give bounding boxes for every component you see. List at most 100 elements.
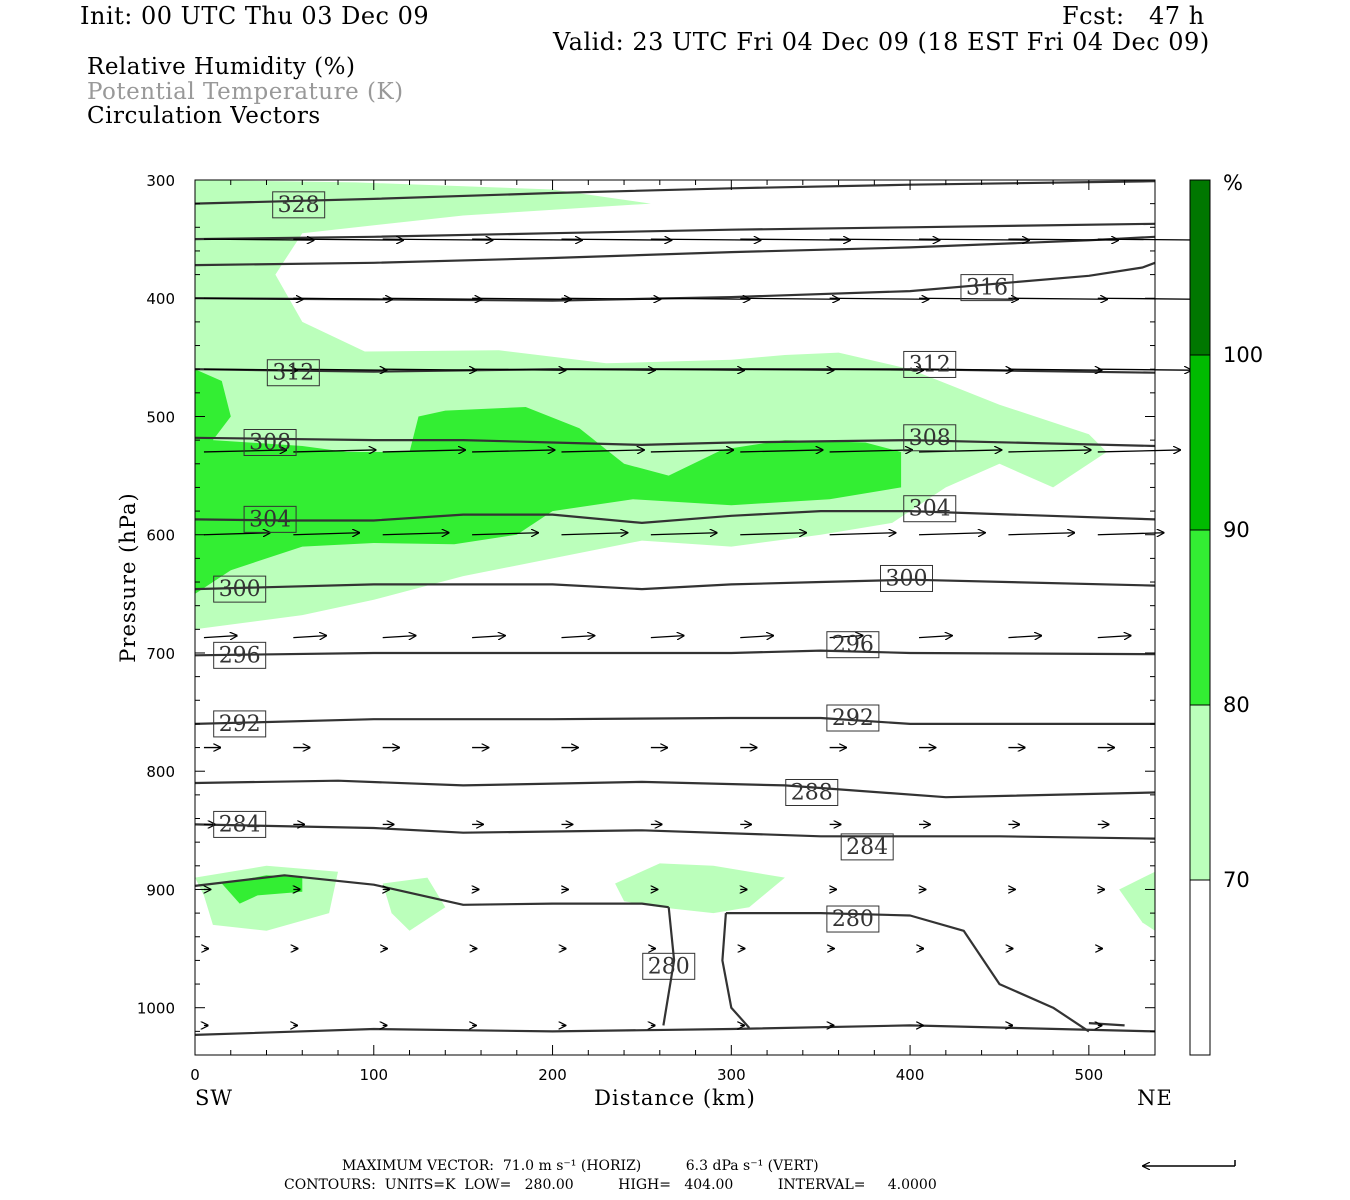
- wind-vector: [382, 369, 477, 370]
- theta-contour-280: [725, 912, 1090, 1033]
- max-vector-note: MAXIMUM VECTOR: 71.0 m s⁻¹ (HORIZ) 6.3 d…: [342, 1158, 819, 1174]
- contour-label: 304: [249, 507, 291, 532]
- wind-vector: [1008, 298, 1107, 299]
- contour-label-box: [826, 704, 880, 732]
- wind-vector: [650, 636, 684, 638]
- wind-vector: [203, 533, 270, 535]
- wind-vector: [561, 369, 655, 370]
- y-tick-label: 500: [146, 408, 175, 426]
- wind-vector: [740, 298, 839, 299]
- y-tick-label: 600: [146, 527, 175, 545]
- contour-label-box: [243, 429, 297, 456]
- colorbar-segment: [1189, 354, 1211, 531]
- wind-vector: [829, 450, 913, 452]
- wind-vector: [293, 533, 359, 535]
- wind-vector: [1008, 369, 1102, 370]
- contour-label-box: [903, 495, 957, 523]
- colorbar-label: 100: [1223, 343, 1263, 367]
- wind-vector: [829, 369, 924, 370]
- y-tick-label: 400: [146, 290, 175, 308]
- wind-vector: [293, 298, 392, 299]
- wind-vector: [919, 450, 1002, 452]
- contour-label: 304: [909, 497, 951, 522]
- rh-fill-layer: [195, 180, 1155, 931]
- wind-vector: [1008, 636, 1041, 638]
- contour-label: 312: [909, 352, 951, 377]
- wind-vector: [382, 298, 482, 299]
- wind-vector: [740, 533, 806, 535]
- colorbar-segment: [1189, 179, 1211, 356]
- wind-vector: [1008, 450, 1091, 452]
- y-axis-title: Pressure (hPa): [116, 492, 140, 662]
- y-tick-label: 900: [146, 881, 175, 899]
- wind-vector: [650, 450, 734, 452]
- contour-label: 280: [648, 954, 690, 979]
- wind-vector: [650, 239, 761, 240]
- theta-contour-296: [194, 649, 1156, 657]
- wind-vector: [919, 298, 1018, 299]
- x-tick-label: 100: [359, 1066, 388, 1084]
- contour-label-box: [213, 710, 267, 738]
- field-label-vectors: Circulation Vectors: [87, 103, 321, 129]
- wind-vector: [203, 369, 297, 370]
- x-tick-label: 0: [190, 1066, 200, 1084]
- wind-vector: [472, 450, 555, 452]
- wind-vector: [650, 298, 750, 299]
- colorbar: % 100 90 80 70: [1189, 171, 1263, 1056]
- theta-contour-280: [194, 874, 669, 909]
- y-tick-label: 800: [146, 763, 175, 781]
- theta-contour-308: [194, 436, 1156, 448]
- y-tick-label: 700: [146, 645, 175, 663]
- field-label-rh: Relative Humidity (%): [87, 54, 356, 80]
- x-endpoint-ne: NE: [1137, 1086, 1173, 1110]
- x-tick-label: 300: [717, 1066, 746, 1084]
- contour-label: 284: [219, 812, 261, 837]
- wind-vector: [740, 369, 834, 370]
- contour-label-box: [213, 575, 267, 603]
- theta-contour-316: [194, 261, 1156, 302]
- contour-label: 296: [832, 633, 874, 658]
- x-tick-label: 200: [538, 1066, 567, 1084]
- colorbar-segment: [1189, 879, 1211, 1056]
- contour-label: 328: [278, 193, 320, 218]
- wind-vector: [561, 298, 660, 299]
- wind-vector: [561, 636, 594, 638]
- contour-label: 288: [791, 781, 833, 806]
- theta-contour-328: [194, 180, 1156, 205]
- theta-contour-284: [194, 823, 1156, 840]
- rh-region-70-80: [615, 863, 785, 914]
- wind-vector: [650, 369, 745, 370]
- init-time: Init: 00 UTC Thu 03 Dec 09: [80, 2, 430, 30]
- wind-vector: [203, 298, 303, 299]
- wind-vector: [382, 636, 416, 638]
- wind-vector: [203, 636, 237, 638]
- contour-label-box: [826, 905, 880, 933]
- theta-contour-292: [194, 716, 1155, 725]
- theta-contour-316: [194, 235, 1156, 267]
- theta-contour-300: [194, 578, 1156, 591]
- forecast-hour: Fcst: 47 h: [1062, 2, 1205, 30]
- wind-vector: [829, 533, 896, 535]
- valid-time: Valid: 23 UTC Fri 04 Dec 09 (18 EST Fri …: [553, 28, 1210, 56]
- contour-label: 300: [886, 566, 928, 591]
- wind-vector: [382, 450, 466, 452]
- wind-vector: [919, 239, 1029, 240]
- wind-vector: [650, 533, 717, 535]
- wind-vector: [1097, 239, 1208, 240]
- plot-frame: [194, 179, 1156, 1056]
- wind-vector: [740, 450, 823, 452]
- contour-label: 300: [219, 577, 261, 602]
- contour-label: 316: [966, 276, 1008, 301]
- contour-label: 284: [846, 835, 888, 860]
- wind-vector: [829, 239, 940, 240]
- wind-vector: [561, 239, 671, 240]
- x-endpoint-sw: SW: [195, 1086, 233, 1110]
- wind-vector: [472, 636, 505, 638]
- colorbar-label: 70: [1223, 868, 1250, 892]
- wind-vector: [740, 239, 850, 240]
- contour-label: 312: [272, 361, 314, 386]
- theta-contour-320: [194, 222, 1156, 241]
- contour-label-box: [266, 359, 320, 387]
- wind-vector: [382, 533, 449, 535]
